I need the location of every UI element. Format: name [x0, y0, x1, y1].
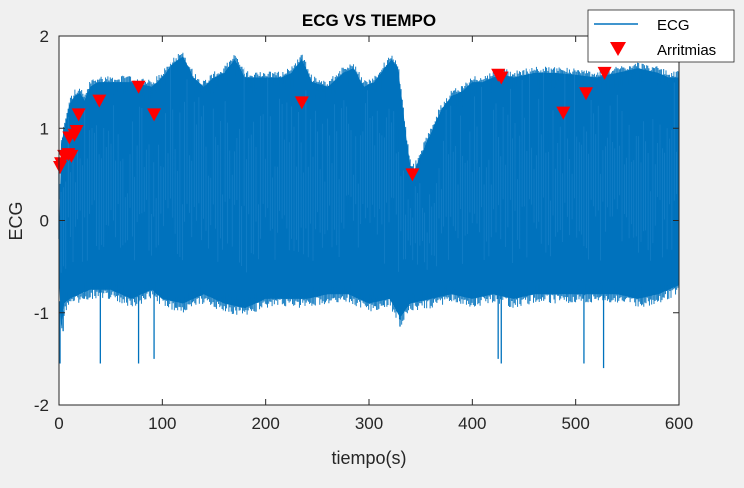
x-tick-label-3: 300: [355, 414, 383, 433]
arrhythmia-marker-10: [131, 80, 146, 94]
arrhythmia-marker-12: [294, 96, 309, 110]
y-tick-label-2: 0: [40, 212, 49, 231]
arrhythmia-marker-11: [147, 108, 162, 122]
ecg-band: [59, 56, 679, 327]
x-axis-label: tiempo(s): [331, 448, 406, 468]
x-tick-label-0: 0: [54, 414, 63, 433]
legend-box: [587, 9, 735, 63]
arrhythmia-marker-9: [92, 94, 107, 108]
arrhythmia-marker-16: [556, 106, 571, 120]
y-tick-label-3: 1: [40, 119, 49, 138]
x-tick-label-2: 200: [251, 414, 279, 433]
legend: ECG Arritmias: [587, 9, 735, 63]
arrhythmia-marker-13: [405, 168, 420, 182]
x-tick-label-4: 400: [458, 414, 486, 433]
legend-arrhythmia-label: Arritmias: [657, 42, 716, 59]
series-layer: [58, 52, 680, 369]
y-axis-label: ECG: [6, 201, 26, 240]
y-tick-label-1: -1: [34, 304, 49, 323]
legend-ecg-label: ECG: [657, 17, 690, 34]
arrhythmia-marker-7: [69, 125, 84, 139]
ecg-trace-detail: [60, 62, 680, 273]
arrhythmia-marker-5: [64, 149, 79, 163]
arrhythmia-marker-8: [71, 108, 86, 122]
legend-arrhythmia-swatch: [610, 42, 626, 56]
arrhythmia-marker-17: [579, 87, 593, 101]
y-tick-label-0: -2: [34, 396, 49, 415]
y-axis-ticks: -2 -1 0 1 2: [34, 27, 679, 415]
arrhythmia-marker-18: [597, 66, 612, 80]
arrhythmia-markers: [53, 66, 612, 182]
arrhythmia-marker-15: [494, 71, 509, 85]
x-tick-label-5: 500: [561, 414, 589, 433]
chart-title: ECG VS TIEMPO: [302, 11, 436, 30]
x-tick-label-6: 600: [665, 414, 693, 433]
x-tick-label-1: 100: [148, 414, 176, 433]
y-tick-label-4: 2: [40, 27, 49, 46]
x-axis-ticks: 0 100 200 300 400 500 600: [54, 36, 693, 433]
